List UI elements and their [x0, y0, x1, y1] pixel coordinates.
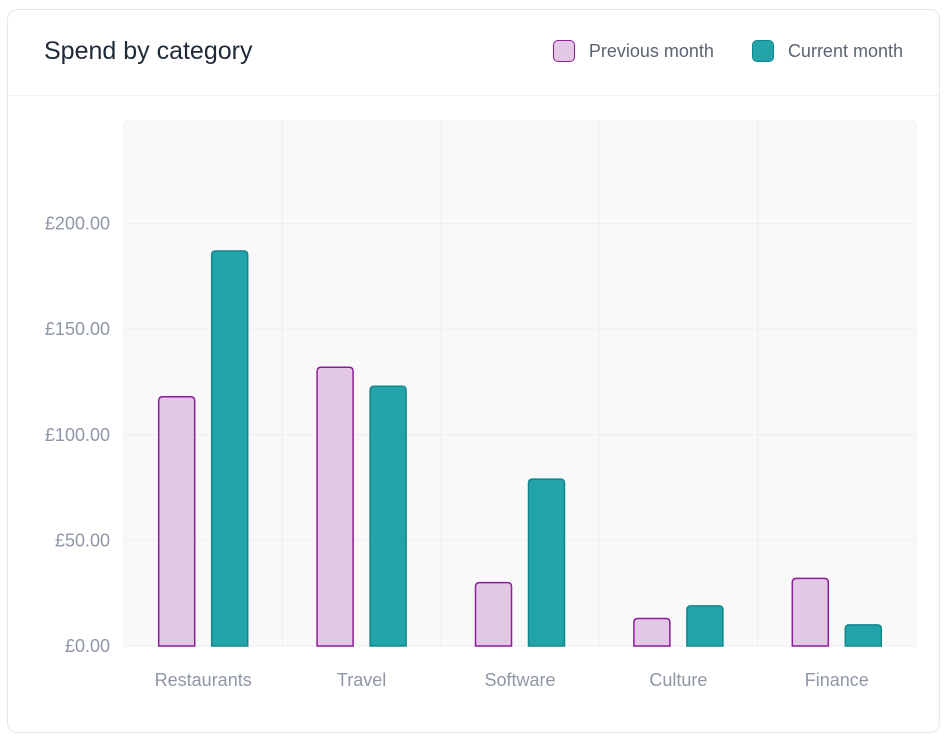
y-tick-label: £200.00 — [45, 214, 110, 234]
chart-legend: Previous month Current month — [515, 40, 903, 62]
y-tick-label: £150.00 — [45, 319, 110, 339]
legend-swatch-current-month — [751, 40, 774, 62]
legend-label-previous-month: Previous month — [588, 40, 714, 61]
bar-previous-culture — [633, 617, 671, 647]
bar-previous-restaurants — [157, 396, 196, 647]
legend-label-current-month: Current month — [787, 40, 903, 61]
bar-current-finance — [844, 624, 883, 647]
bar-current-restaurants — [210, 250, 249, 647]
bar-current-culture — [686, 605, 724, 647]
legend-swatch-previous-month — [552, 40, 575, 62]
bar-previous-finance — [791, 577, 830, 647]
bar-previous-travel — [316, 366, 354, 647]
chart-title: Spend by category — [44, 37, 253, 65]
y-tick-label: £0.00 — [65, 636, 110, 656]
card-header: Spend by category Previous month Current… — [8, 10, 939, 96]
x-tick-label: Restaurants — [155, 670, 252, 690]
y-tick-label: £50.00 — [55, 530, 110, 550]
x-tick-label: Software — [484, 670, 555, 690]
x-tick-label: Culture — [649, 670, 707, 690]
legend-item-current-month[interactable]: Current month — [751, 40, 903, 62]
legend-item-previous-month[interactable]: Previous month — [552, 40, 714, 62]
x-tick-label: Finance — [805, 670, 869, 690]
y-tick-label: £100.00 — [45, 425, 110, 445]
x-tick-label: Travel — [337, 670, 386, 690]
bar-previous-software — [474, 581, 513, 647]
bar-current-travel — [369, 385, 407, 647]
bar-current-software — [527, 478, 566, 647]
